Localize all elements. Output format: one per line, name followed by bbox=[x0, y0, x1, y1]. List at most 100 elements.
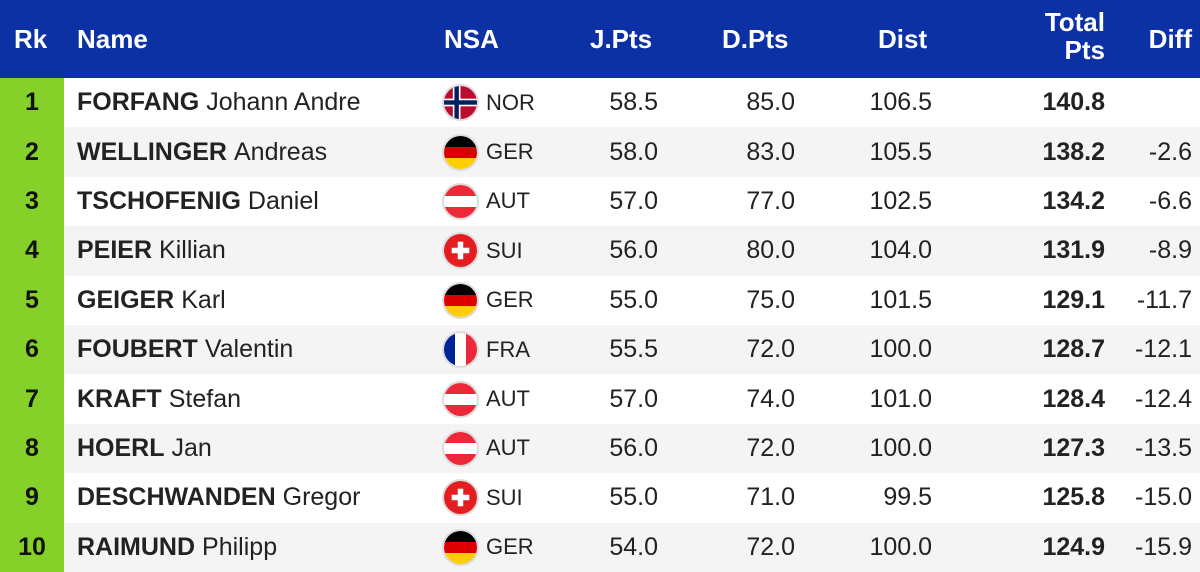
athlete-last-name: FORFANG bbox=[77, 88, 200, 117]
judge-points-cell: 55.0 bbox=[609, 285, 658, 314]
table-row[interactable]: 3 TSCHOFENIG Daniel AUT 57.0 77.0 102.5 … bbox=[0, 176, 1200, 227]
athlete-first-name: Jan bbox=[171, 433, 212, 462]
nsa-cell: SUI bbox=[444, 226, 523, 275]
table-row[interactable]: 1 FORFANG Johann Andre NOR 58.5 85.0 106… bbox=[0, 78, 1200, 128]
nsa-code: GER bbox=[486, 534, 534, 560]
col-header-distance-points[interactable]: D.Pts bbox=[722, 24, 789, 54]
athlete-last-name: FOUBERT bbox=[77, 335, 198, 364]
col-header-name[interactable]: Name bbox=[77, 24, 148, 54]
switzerland-flag-icon bbox=[444, 234, 477, 268]
rank-cell: 5 bbox=[0, 275, 64, 325]
table-row[interactable]: 7 KRAFT Stefan AUT 57.0 74.0 101.0 128.4… bbox=[0, 374, 1200, 424]
col-header-total-points[interactable]: Total Pts bbox=[1045, 8, 1105, 64]
germany-flag-icon bbox=[444, 135, 477, 169]
nsa-code: NOR bbox=[486, 89, 535, 115]
nsa-code: FRA bbox=[486, 336, 530, 362]
judge-points-cell: 55.0 bbox=[609, 483, 658, 512]
nsa-code: SUI bbox=[486, 237, 523, 263]
distance-cell: 100.0 bbox=[869, 335, 932, 364]
athlete-name[interactable]: PEIER Killian bbox=[77, 226, 226, 275]
col-header-nsa[interactable]: NSA bbox=[444, 24, 499, 54]
col-header-total-line1: Total bbox=[1044, 7, 1105, 37]
distance-points-cell: 72.0 bbox=[746, 532, 795, 561]
athlete-first-name: Karl bbox=[181, 285, 226, 314]
nsa-cell: GER bbox=[444, 523, 534, 572]
table-row[interactable]: 4 PEIER Killian SUI 56.0 80.0 104.0 131.… bbox=[0, 226, 1200, 276]
athlete-name[interactable]: TSCHOFENIG Daniel bbox=[77, 177, 319, 226]
col-header-distance[interactable]: Dist bbox=[878, 24, 928, 54]
table-row[interactable]: 8 HOERL Jan AUT 56.0 72.0 100.0 127.3 -1… bbox=[0, 423, 1200, 474]
france-flag-icon bbox=[444, 333, 477, 367]
distance-points-cell: 77.0 bbox=[746, 186, 795, 215]
athlete-name[interactable]: KRAFT Stefan bbox=[77, 374, 241, 423]
diff-cell: -2.6 bbox=[1148, 137, 1192, 166]
distance-cell: 106.5 bbox=[869, 88, 932, 117]
athlete-name[interactable]: WELLINGER Andreas bbox=[77, 127, 327, 176]
distance-points-cell: 71.0 bbox=[746, 483, 795, 512]
table-row[interactable]: 5 GEIGER Karl GER 55.0 75.0 101.5 129.1 … bbox=[0, 275, 1200, 325]
distance-points-cell: 74.0 bbox=[746, 384, 795, 413]
athlete-name[interactable]: RAIMUND Philipp bbox=[77, 523, 277, 572]
judge-points-cell: 55.5 bbox=[609, 335, 658, 364]
athlete-name[interactable]: HOERL Jan bbox=[77, 424, 212, 473]
athlete-name[interactable]: FORFANG Johann Andre bbox=[77, 78, 361, 127]
diff-cell: -13.5 bbox=[1135, 433, 1192, 462]
nsa-code: AUT bbox=[486, 435, 530, 461]
athlete-first-name: Daniel bbox=[247, 186, 319, 215]
nsa-cell: SUI bbox=[444, 473, 523, 522]
table-row[interactable]: 6 FOUBERT Valentin FRA 55.5 72.0 100.0 1… bbox=[0, 324, 1200, 375]
distance-cell: 104.0 bbox=[869, 236, 932, 265]
nsa-code: SUI bbox=[486, 484, 523, 510]
distance-points-cell: 80.0 bbox=[746, 236, 795, 265]
table-row[interactable]: 2 WELLINGER Andreas GER 58.0 83.0 105.5 … bbox=[0, 127, 1200, 177]
athlete-first-name: Killian bbox=[159, 236, 226, 265]
athlete-last-name: WELLINGER bbox=[77, 137, 227, 166]
nsa-cell: FRA bbox=[444, 325, 530, 374]
judge-points-cell: 58.5 bbox=[609, 88, 658, 117]
distance-cell: 100.0 bbox=[869, 532, 932, 561]
col-header-judge-points[interactable]: J.Pts bbox=[590, 24, 653, 54]
total-points-cell: 124.9 bbox=[1042, 532, 1105, 561]
diff-cell: -11.7 bbox=[1136, 285, 1192, 314]
nsa-cell: AUT bbox=[444, 374, 530, 423]
athlete-last-name: PEIER bbox=[77, 236, 153, 265]
total-points-cell: 127.3 bbox=[1042, 433, 1105, 462]
rank-cell: 6 bbox=[0, 324, 64, 375]
distance-cell: 99.5 bbox=[883, 483, 932, 512]
nsa-code: AUT bbox=[486, 188, 530, 214]
total-points-cell: 140.8 bbox=[1042, 88, 1105, 117]
judge-points-cell: 56.0 bbox=[609, 433, 658, 462]
athlete-first-name: Gregor bbox=[282, 483, 361, 512]
athlete-last-name: DESCHWANDEN bbox=[77, 483, 276, 512]
col-header-diff[interactable]: Diff bbox=[1148, 24, 1192, 54]
total-points-cell: 138.2 bbox=[1042, 137, 1105, 166]
athlete-name[interactable]: GEIGER Karl bbox=[77, 276, 226, 325]
rank-cell: 3 bbox=[0, 176, 64, 227]
nsa-code: GER bbox=[486, 139, 534, 165]
athlete-name[interactable]: FOUBERT Valentin bbox=[77, 325, 293, 374]
norway-flag-icon bbox=[444, 86, 477, 120]
diff-cell: -15.0 bbox=[1135, 483, 1192, 512]
distance-points-cell: 75.0 bbox=[746, 285, 795, 314]
distance-points-cell: 83.0 bbox=[746, 137, 795, 166]
col-header-rank[interactable]: Rk bbox=[14, 24, 48, 54]
distance-cell: 100.0 bbox=[869, 433, 932, 462]
athlete-last-name: GEIGER bbox=[77, 285, 175, 314]
athlete-first-name: Johann Andre bbox=[206, 88, 361, 117]
athlete-first-name: Stefan bbox=[168, 384, 241, 413]
total-points-cell: 128.7 bbox=[1042, 335, 1105, 364]
switzerland-flag-icon bbox=[444, 481, 477, 515]
judge-points-cell: 58.0 bbox=[609, 137, 658, 166]
distance-points-cell: 72.0 bbox=[746, 335, 795, 364]
diff-cell: -8.9 bbox=[1148, 236, 1192, 265]
total-points-cell: 134.2 bbox=[1042, 186, 1105, 215]
germany-flag-icon bbox=[444, 283, 477, 317]
athlete-name[interactable]: DESCHWANDEN Gregor bbox=[77, 473, 360, 522]
table-row[interactable]: 9 DESCHWANDEN Gregor SUI 55.0 71.0 99.5 … bbox=[0, 473, 1200, 523]
nsa-code: AUT bbox=[486, 386, 530, 412]
rank-cell: 4 bbox=[0, 226, 64, 276]
athlete-last-name: RAIMUND bbox=[77, 532, 196, 561]
rank-cell: 9 bbox=[0, 473, 64, 523]
table-row[interactable]: 10 RAIMUND Philipp GER 54.0 72.0 100.0 1… bbox=[0, 522, 1200, 572]
